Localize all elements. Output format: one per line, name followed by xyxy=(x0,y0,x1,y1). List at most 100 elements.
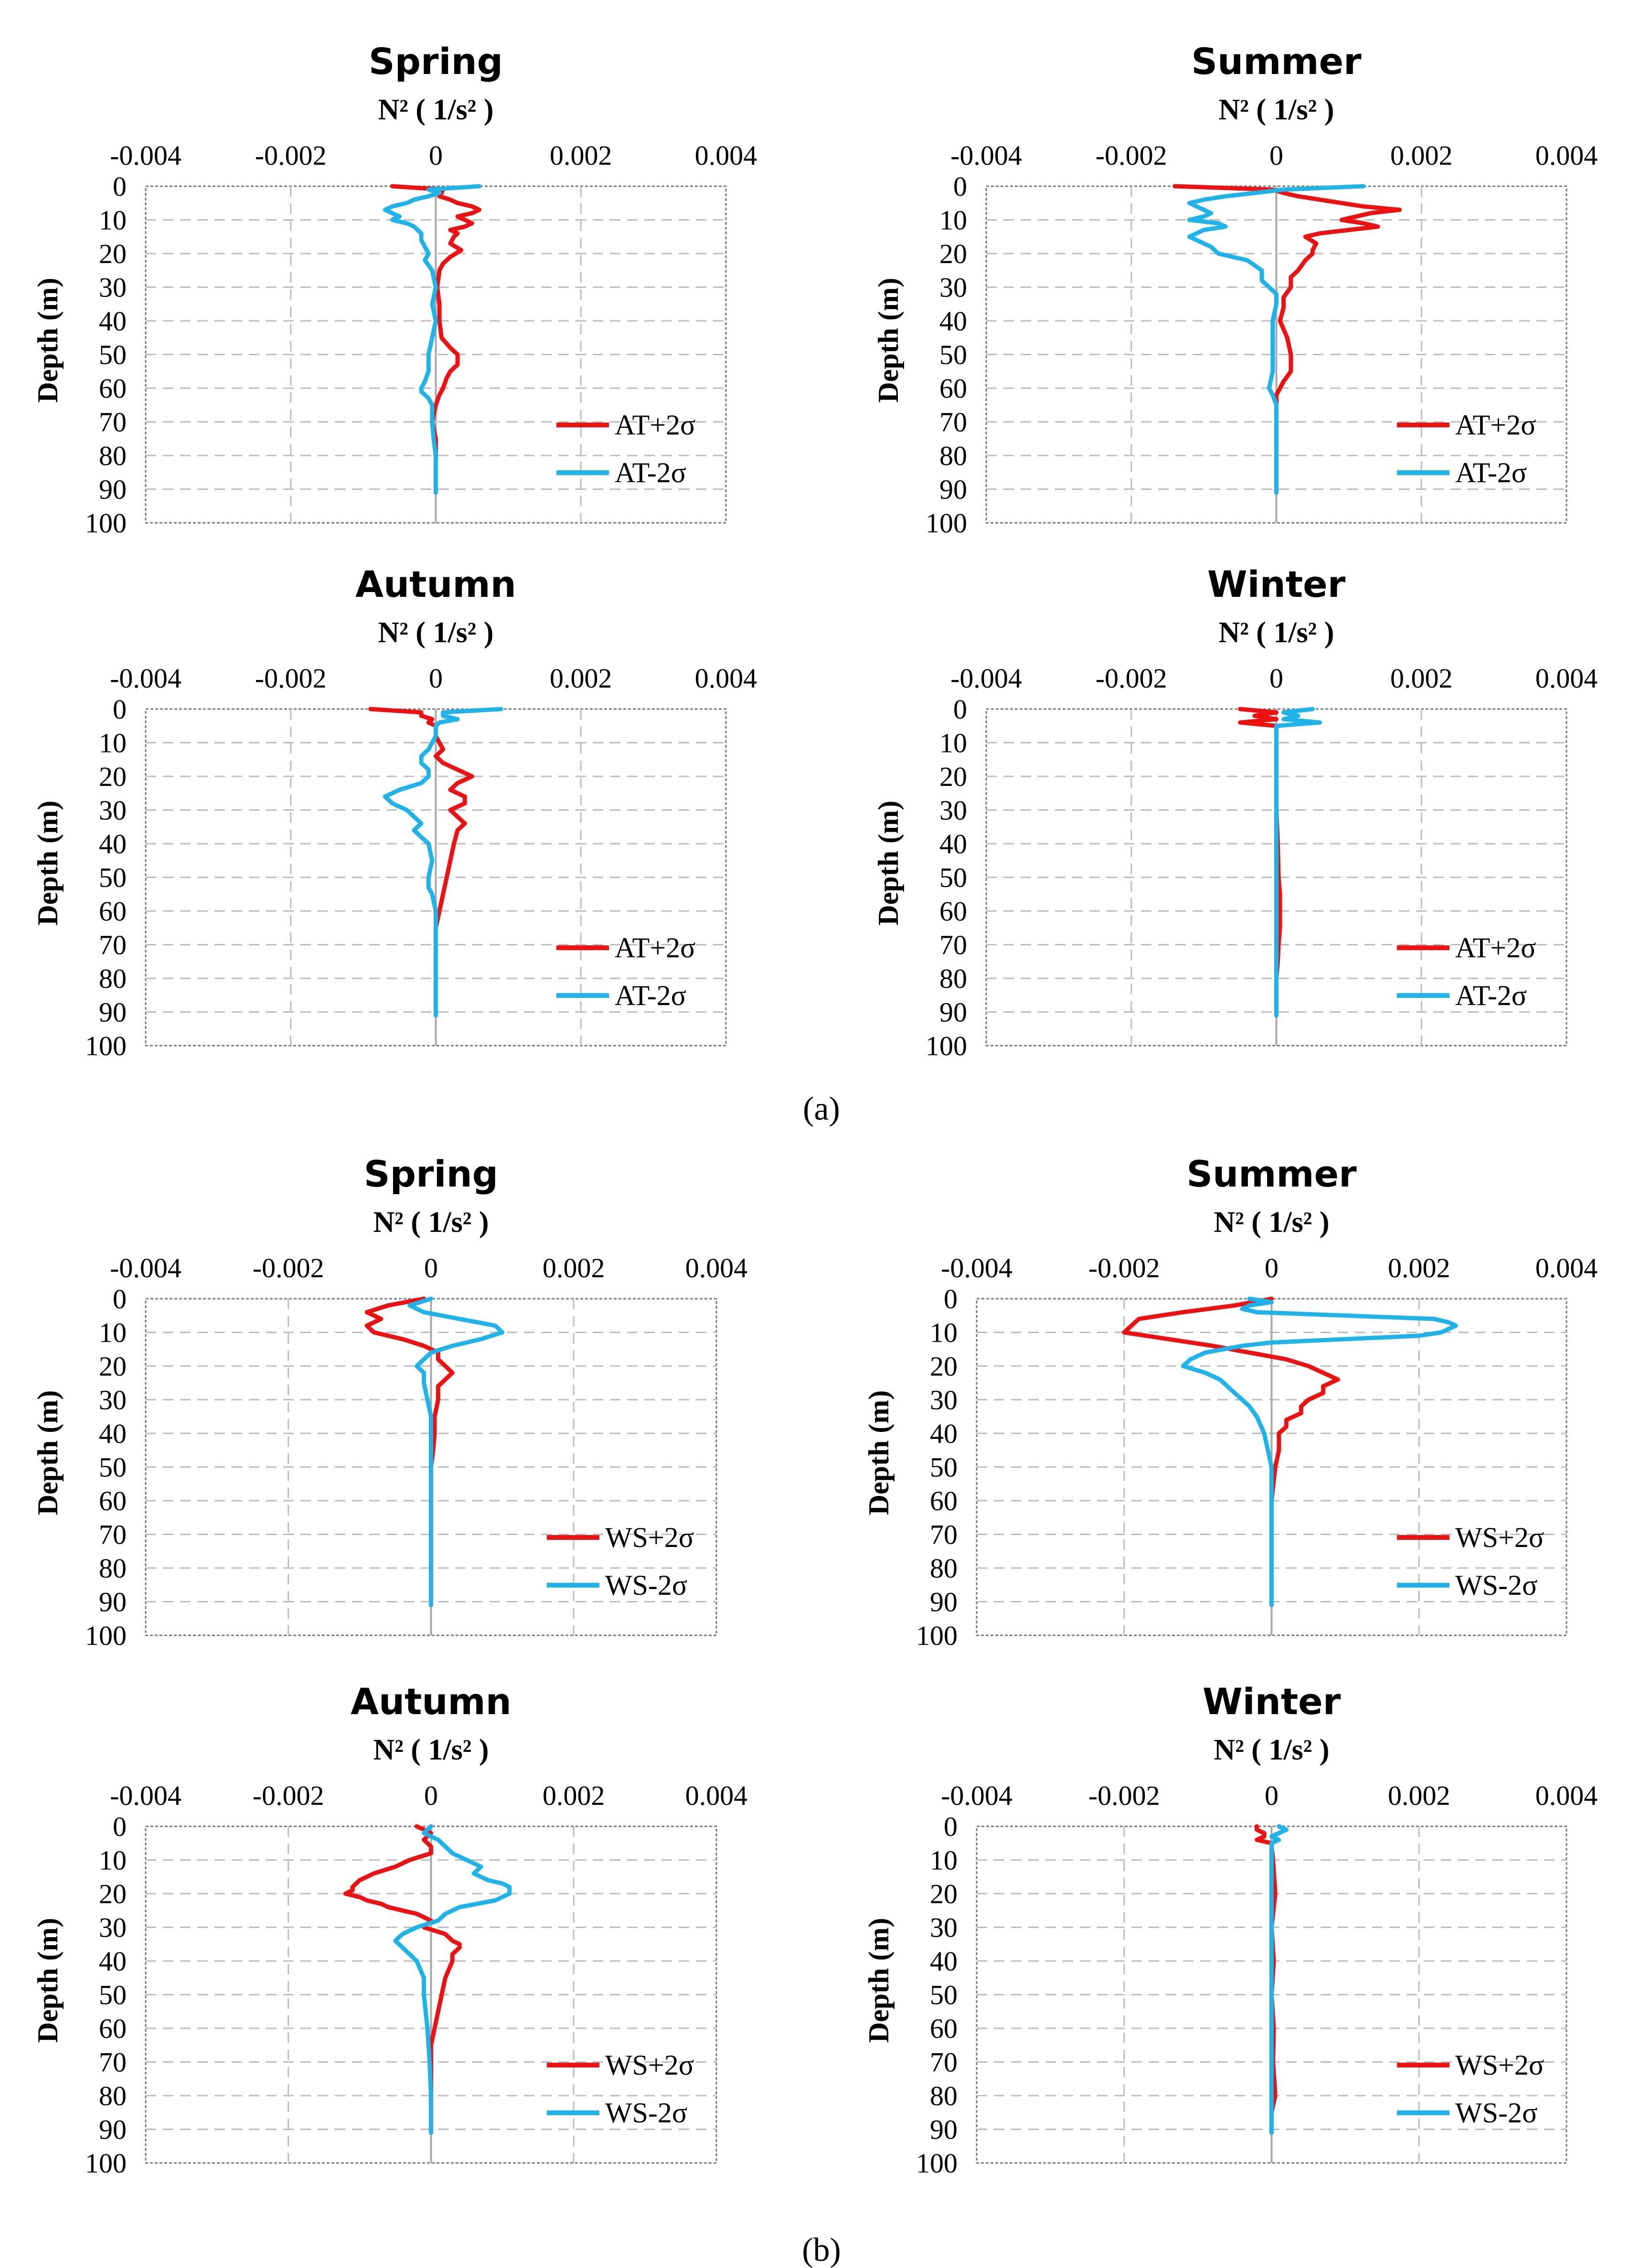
y-tick-label: 0 xyxy=(113,1811,127,1842)
x-axis-label: N² ( 1/s² ) xyxy=(1214,1734,1329,1766)
y-tick-label: 40 xyxy=(99,1418,127,1449)
y-tick-label: 50 xyxy=(939,862,967,893)
x-tick-label: 0.002 xyxy=(1390,140,1453,171)
y-tick-label: 40 xyxy=(99,1946,127,1977)
x-axis-label: N² ( 1/s² ) xyxy=(1214,1206,1329,1239)
legend-label: WS+2σ xyxy=(1455,2049,1544,2081)
x-tick-label: -0.004 xyxy=(110,1252,181,1283)
legend-label: AT-2σ xyxy=(615,980,686,1011)
legend-label: WS-2σ xyxy=(1455,2097,1537,2129)
y-tick-label: 70 xyxy=(99,2047,127,2078)
x-tick-label: 0 xyxy=(1265,1252,1278,1283)
x-tick-label: -0.004 xyxy=(941,1780,1012,1811)
y-tick-label: 30 xyxy=(99,795,127,826)
chart-title: Spring xyxy=(364,1153,498,1195)
y-tick-label: 60 xyxy=(99,896,127,927)
chart-a-winter: Winter N² ( 1/s² ) Depth (m) -0.004 -0.002 0 0… xyxy=(873,563,1598,1061)
y-tick-label: 20 xyxy=(930,1878,958,1909)
x-tick-label: -0.004 xyxy=(941,1252,1012,1283)
x-tick-label: 0.004 xyxy=(695,663,757,694)
y-tick-label: 100 xyxy=(926,508,967,539)
x-tick-label: -0.004 xyxy=(110,140,181,171)
y-tick-label: 100 xyxy=(916,2148,958,2179)
legend-label: WS-2σ xyxy=(605,1569,687,1601)
y-tick-label: 20 xyxy=(939,238,967,269)
chart-b-spring: Spring N² ( 1/s² ) Depth (m) -0.004 -0.002 0 0… xyxy=(32,1153,747,1651)
x-axis-label: N² ( 1/s² ) xyxy=(373,1734,489,1766)
y-tick-label: 40 xyxy=(939,306,967,337)
x-tick-label: 0.002 xyxy=(1388,1252,1450,1283)
y-tick-label: 50 xyxy=(99,1980,127,2011)
panel-a-label: (a) xyxy=(803,1091,840,1127)
y-tick-label: 80 xyxy=(99,2080,127,2111)
y-tick-label: 20 xyxy=(99,761,127,792)
y-tick-label: 60 xyxy=(99,373,127,404)
y-tick-label: 10 xyxy=(939,205,967,236)
series-line-minus xyxy=(1274,707,1322,1018)
series-line-minus xyxy=(393,1824,512,2135)
legend-label: AT+2σ xyxy=(1455,409,1536,441)
chart-title: Winter xyxy=(1203,1680,1341,1723)
x-tick-label: 0.004 xyxy=(695,140,757,171)
x-tick-label: -0.002 xyxy=(1096,140,1167,171)
y-tick-label: 60 xyxy=(930,2013,958,2044)
x-tick-label: 0.004 xyxy=(1535,140,1598,171)
chart-a-summer: Summer N² ( 1/s² ) Depth (m) -0.004 -0.002 0 0… xyxy=(873,40,1598,539)
y-tick-label: 0 xyxy=(944,1283,958,1314)
y-axis-label: Depth (m) xyxy=(32,801,64,926)
chart-title: Spring xyxy=(369,40,503,83)
y-tick-label: 10 xyxy=(939,728,967,759)
y-tick-label: 50 xyxy=(99,862,127,893)
y-tick-label: 70 xyxy=(99,407,127,438)
y-tick-label: 20 xyxy=(99,1878,127,1909)
y-tick-label: 60 xyxy=(939,373,967,404)
y-tick-label: 90 xyxy=(939,997,967,1028)
legend-label: WS-2σ xyxy=(605,2097,687,2129)
x-tick-label: -0.002 xyxy=(1088,1780,1160,1811)
y-tick-label: 70 xyxy=(99,930,127,961)
y-tick-label: 60 xyxy=(99,1485,127,1516)
chart-title: Winter xyxy=(1207,563,1346,605)
y-tick-label: 80 xyxy=(99,440,127,471)
y-tick-label: 40 xyxy=(939,828,967,859)
y-tick-label: 70 xyxy=(939,930,967,961)
x-tick-label: -0.002 xyxy=(253,1252,324,1283)
y-tick-label: 30 xyxy=(939,795,967,826)
chart-b-winter: Winter N² ( 1/s² ) Depth (m) -0.004 -0.002 0 0… xyxy=(863,1680,1598,2179)
y-tick-label: 70 xyxy=(930,2047,958,2078)
series-line-minus xyxy=(383,184,482,495)
legend-label: WS+2σ xyxy=(605,1522,694,1553)
x-tick-label: 0.002 xyxy=(543,1780,605,1811)
y-tick-label: 60 xyxy=(939,896,967,927)
y-tick-label: 30 xyxy=(99,272,127,303)
y-tick-label: 0 xyxy=(113,694,127,725)
x-tick-label: -0.002 xyxy=(255,663,327,694)
y-tick-label: 80 xyxy=(930,1553,958,1584)
y-axis-label: Depth (m) xyxy=(32,278,64,403)
y-tick-label: 10 xyxy=(930,1317,958,1348)
x-tick-label: 0.002 xyxy=(543,1252,605,1283)
y-tick-label: 0 xyxy=(953,171,967,202)
y-tick-label: 90 xyxy=(930,2114,958,2145)
y-tick-label: 80 xyxy=(939,440,967,471)
y-tick-label: 90 xyxy=(930,1587,958,1618)
y-tick-label: 30 xyxy=(99,1385,127,1416)
y-tick-label: 10 xyxy=(99,205,127,236)
y-tick-label: 90 xyxy=(99,2114,127,2145)
y-axis-label: Depth (m) xyxy=(32,1390,64,1516)
y-tick-label: 50 xyxy=(930,1452,958,1483)
legend-label: AT-2σ xyxy=(1455,980,1527,1011)
y-tick-label: 100 xyxy=(85,1030,127,1061)
x-axis-label: N² ( 1/s² ) xyxy=(373,1206,489,1239)
y-tick-label: 90 xyxy=(99,474,127,505)
y-tick-label: 70 xyxy=(930,1519,958,1550)
x-tick-label: 0 xyxy=(429,663,443,694)
y-tick-label: 60 xyxy=(99,2013,127,2044)
y-tick-label: 30 xyxy=(99,1912,127,1943)
series-line-minus xyxy=(1269,1824,1289,2135)
chart-b-autumn: Autumn N² ( 1/s² ) Depth (m) -0.004 -0.002 0 0… xyxy=(32,1680,747,2179)
legend-label: AT-2σ xyxy=(615,457,686,488)
x-tick-label: -0.002 xyxy=(253,1780,324,1811)
chart-title: Autumn xyxy=(355,563,516,605)
x-tick-label: 0 xyxy=(424,1252,438,1283)
